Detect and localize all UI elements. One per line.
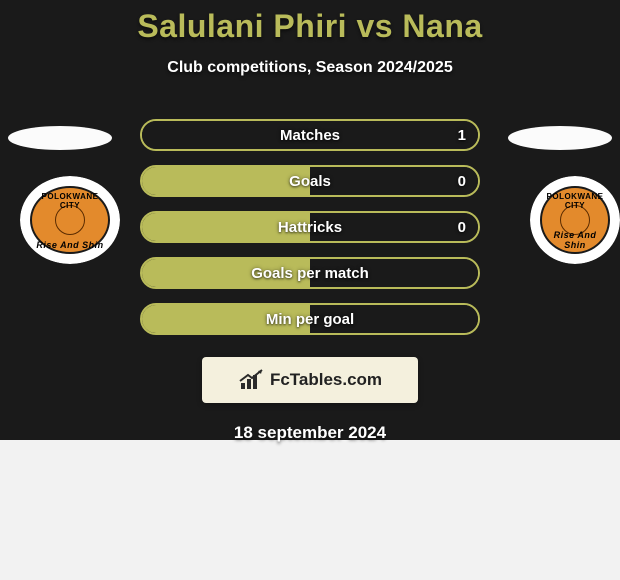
crest-bottom-text: Rise And Shin [542,230,608,250]
stat-row: Matches1 [140,119,480,151]
brand-text: FcTables.com [270,370,382,390]
crest-inner: POLOKWANE CITY Rise And Shin [542,188,608,252]
stat-bar-left-fill [142,305,310,333]
stat-bar [140,211,480,243]
stat-row: Goals per match [140,257,480,289]
stat-bar [140,257,480,289]
top-panel: Salulani Phiri vs Nana Club competitions… [0,0,620,440]
page-title: Salulani Phiri vs Nana [0,0,620,45]
stat-row: Goals0 [140,165,480,197]
stat-bar [140,165,480,197]
crest-inner: POLOKWANE CITY Rise And Shin [32,188,108,252]
stat-bar-right-fill [310,213,478,241]
crest-bottom-text: Rise And Shin [32,240,108,250]
stat-bar-right-fill [310,167,478,195]
stat-bar-left-fill [142,259,310,287]
stat-bar-left-fill [142,213,310,241]
page-subtitle: Club competitions, Season 2024/2025 [0,59,620,77]
bar-chart-icon [238,369,264,391]
stage: Salulani Phiri vs Nana Club competitions… [0,0,620,580]
stat-bar-right-fill [310,305,478,333]
club-crest-left: POLOKWANE CITY Rise And Shin [20,176,120,264]
crest-top-text: POLOKWANE CITY [32,192,108,210]
stat-bar-right-fill [310,259,478,287]
stat-row: Hattricks0 [140,211,480,243]
club-crest-right: POLOKWANE CITY Rise And Shin [530,176,620,264]
crest-top-text: POLOKWANE CITY [542,192,608,210]
stat-bar-left-fill [142,167,310,195]
stat-bar [140,303,480,335]
stat-bar-right-fill [142,121,478,149]
player-right-silhouette [508,126,612,150]
brand-box[interactable]: FcTables.com [202,357,418,403]
stat-bar [140,119,480,151]
generated-date: 18 september 2024 [0,423,620,443]
player-left-silhouette [8,126,112,150]
stat-row: Min per goal [140,303,480,335]
